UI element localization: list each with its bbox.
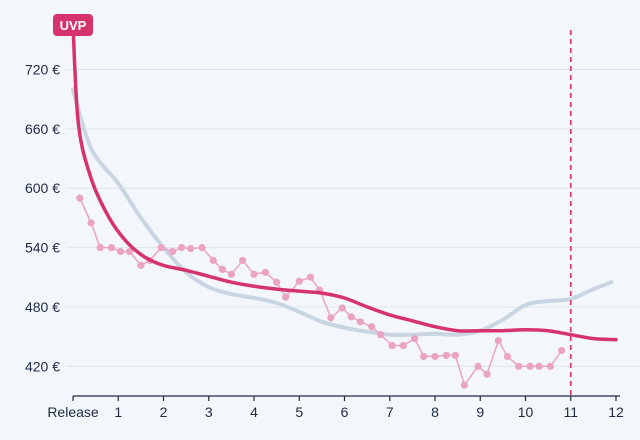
x-tick-label: 4: [250, 404, 258, 420]
price-point: [338, 304, 346, 312]
price-point: [327, 314, 335, 322]
price-point: [347, 313, 355, 321]
price-point: [399, 341, 407, 350]
price-point: [377, 331, 385, 339]
price-point: [157, 243, 165, 252]
price-point: [431, 352, 439, 361]
price-point: [87, 219, 95, 227]
uvp-label: UVP: [60, 18, 87, 33]
price-point: [515, 362, 523, 370]
price-point: [295, 277, 303, 285]
price-point: [546, 362, 554, 370]
price-point: [187, 244, 195, 253]
price-point: [273, 278, 281, 286]
price-point: [483, 370, 491, 378]
y-tick-label: 480 €: [25, 299, 60, 315]
price-point: [451, 351, 459, 360]
price-point: [168, 247, 177, 256]
price-point: [209, 256, 217, 265]
price-point: [178, 243, 186, 252]
x-tick-label: 7: [386, 404, 394, 420]
series-layer: [71, 23, 618, 389]
uvp-badge-pointer: [69, 24, 77, 36]
price-point: [107, 243, 116, 252]
x-tick-label: 3: [205, 404, 213, 420]
grid-lines: [66, 68, 640, 367]
y-tick-label: 540 €: [25, 240, 60, 256]
axes: [72, 395, 620, 401]
price-point: [250, 270, 258, 278]
x-tick-label: 10: [518, 404, 534, 420]
price-point: [125, 247, 134, 256]
x-tick-label: Release: [47, 404, 99, 420]
x-tick-label: 5: [295, 404, 303, 420]
x-tick-label: 2: [160, 404, 168, 420]
y-tick-label: 600 €: [25, 180, 60, 196]
price-point: [442, 351, 450, 360]
price-point: [227, 270, 235, 278]
price-point: [474, 362, 482, 370]
price-point: [306, 273, 315, 281]
price-point: [368, 323, 376, 331]
price-point: [96, 243, 104, 252]
x-tick-label: 1: [114, 404, 122, 420]
y-tick-label: 420 €: [25, 358, 60, 374]
marker-layer: UVP: [53, 14, 572, 396]
price-point: [535, 362, 543, 370]
y-tick-label: 660 €: [25, 121, 60, 137]
price-point: [411, 335, 419, 343]
price-point: [239, 256, 247, 265]
x-tick-label: 9: [476, 404, 484, 420]
x-tick-label: 12: [608, 404, 624, 420]
price-point: [558, 346, 566, 355]
price-point: [198, 243, 206, 252]
price-point: [356, 318, 364, 326]
price-point: [494, 336, 502, 345]
price-point: [261, 268, 269, 276]
price-point: [76, 194, 84, 202]
price-point: [137, 261, 145, 269]
price-point: [503, 352, 511, 361]
x-tick-label: 11: [563, 404, 578, 420]
price-point: [526, 362, 534, 370]
price-point: [420, 352, 428, 361]
uvp-badge: UVP: [53, 14, 93, 36]
x-tick-label: 6: [341, 404, 349, 420]
tick-labels: 420 €480 €540 €600 €660 €720 €Release 1 2 3…: [25, 61, 624, 420]
x-tick-label: 8: [431, 404, 439, 420]
price-point: [218, 265, 226, 273]
price-point: [388, 341, 396, 350]
price-point: [282, 293, 290, 301]
price-point: [116, 247, 125, 256]
average-price-line: [71, 23, 618, 342]
price-point: [460, 381, 469, 389]
y-tick-label: 720 €: [25, 61, 60, 77]
